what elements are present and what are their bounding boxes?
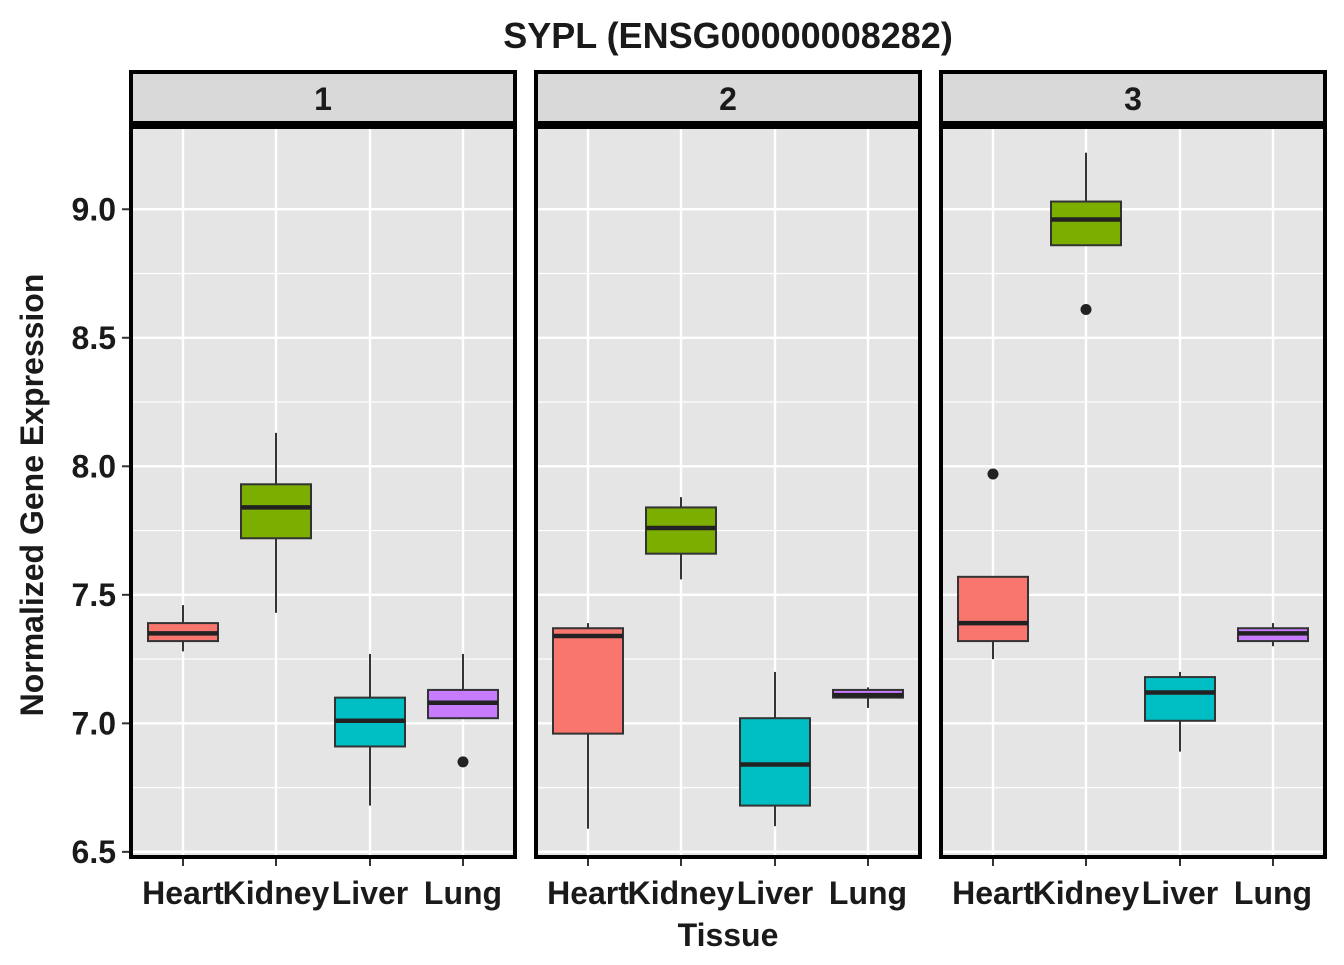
panel-background [941, 127, 1325, 857]
box-lung [832, 687, 904, 708]
y-tick-label: 8.5 [72, 320, 116, 356]
box-lung [427, 653, 499, 768]
y-tick-label: 6.5 [72, 834, 116, 870]
x-tick-label-liver: Liver [1142, 875, 1218, 911]
x-tick-label-kidney: Kidney [223, 875, 330, 911]
box-liver [1144, 671, 1216, 752]
x-tick-label-heart: Heart [142, 875, 224, 911]
box-body [552, 627, 624, 735]
outlier-point [1080, 304, 1092, 315]
panel-border [939, 125, 1327, 859]
box-liver [739, 671, 811, 827]
box-heart [957, 468, 1029, 660]
box-body [957, 575, 1029, 643]
box-lung [1237, 623, 1309, 647]
panel-border [534, 125, 922, 859]
x-tick-label-lung: Lung [424, 875, 502, 911]
facet-strip [534, 70, 922, 125]
box-body [1144, 676, 1216, 722]
y-tick-label: 7.0 [72, 705, 116, 741]
box-kidney [645, 497, 717, 580]
facet-strip [939, 70, 1327, 125]
panel-background [536, 127, 920, 857]
panel-border [129, 125, 517, 859]
box-body [645, 506, 717, 555]
x-axis-label: Tissue [678, 917, 779, 953]
box-body [1050, 200, 1122, 247]
box-liver [334, 653, 406, 806]
y-tick-label: 9.0 [72, 191, 116, 227]
x-tick-label-lung: Lung [829, 875, 907, 911]
box-heart [552, 623, 624, 829]
y-tick-label: 8.0 [72, 448, 116, 484]
y-tick-label: 7.5 [72, 577, 116, 613]
x-tick-label-kidney: Kidney [628, 875, 735, 911]
panel-background [131, 127, 515, 857]
x-tick-label-liver: Liver [332, 875, 408, 911]
facet-strip [129, 70, 517, 125]
y-axis-label: Normalized Gene Expression [14, 274, 50, 717]
facet-strip-label: 2 [719, 81, 737, 117]
box-heart [147, 605, 219, 652]
facet-strip-label: 1 [314, 81, 332, 117]
box-body [240, 483, 312, 540]
box-body [739, 717, 811, 807]
x-tick-label-liver: Liver [737, 875, 813, 911]
outlier-point [987, 468, 999, 480]
facet-strip-label: 3 [1124, 81, 1142, 117]
x-tick-label-lung: Lung [1234, 875, 1312, 911]
y-axis: 6.5 7.0 7.5 8.0 8.5 9.0 [72, 191, 129, 870]
chart-title: SYPL (ENSG00000008282) [503, 15, 953, 56]
box-kidney [1050, 152, 1122, 315]
x-tick-label-heart: Heart [952, 875, 1034, 911]
x-tick-label-heart: Heart [547, 875, 629, 911]
x-tick-label-kidney: Kidney [1033, 875, 1140, 911]
outlier-point [457, 756, 469, 768]
box-kidney [240, 432, 312, 613]
